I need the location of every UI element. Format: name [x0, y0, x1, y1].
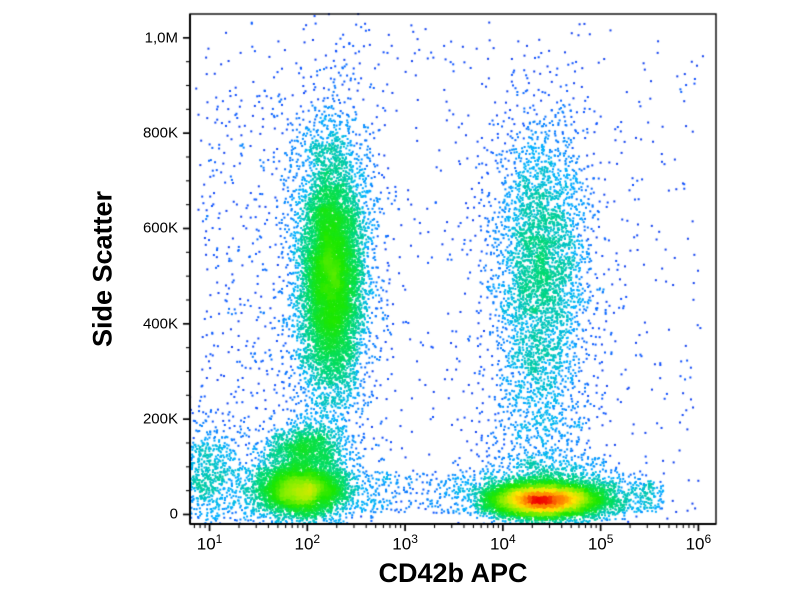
- y-axis-title: Side Scatter: [87, 190, 118, 348]
- x-axis-title: CD42b APC: [378, 558, 528, 588]
